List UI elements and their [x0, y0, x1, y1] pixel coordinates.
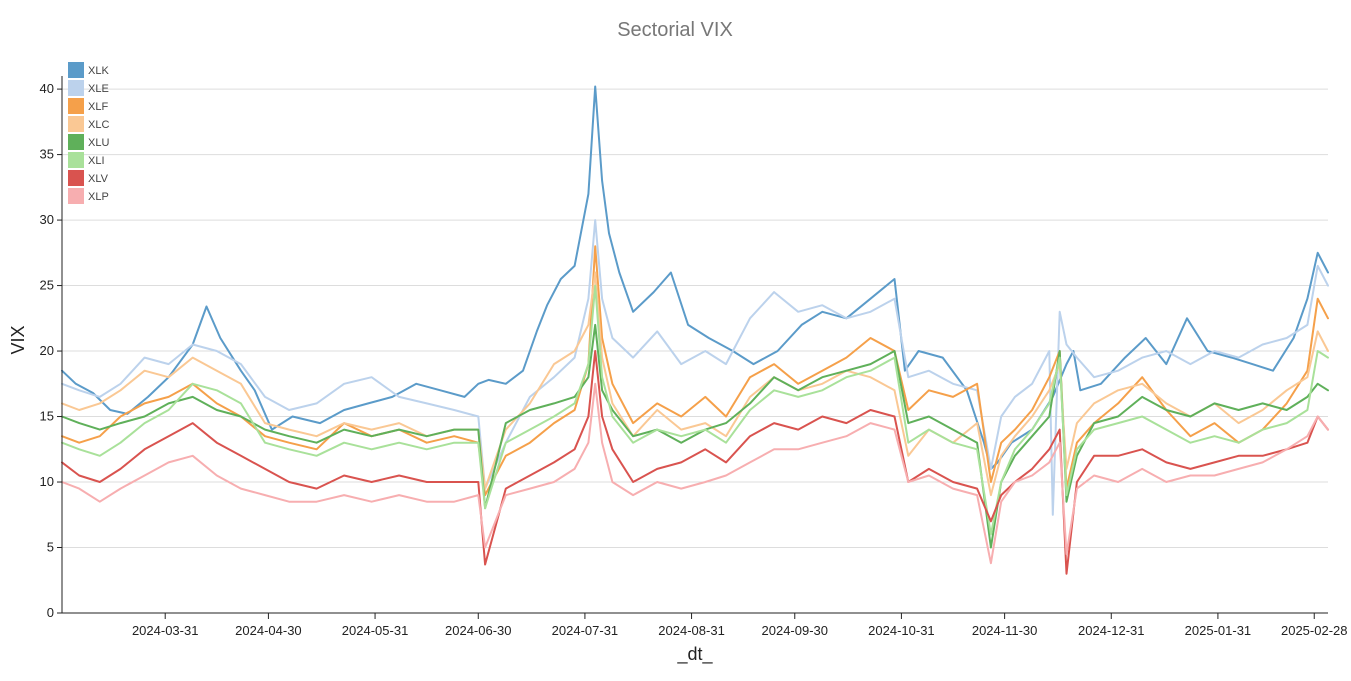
axes: [61, 76, 1328, 614]
legend-label-xle: XLE: [88, 83, 109, 95]
series-line-xlu: [61, 323, 1329, 549]
y-tick-label: 30: [40, 212, 54, 227]
legend-label-xlk: XLK: [88, 65, 109, 77]
y-tick-label: 10: [40, 474, 54, 489]
legend-swatch-xli: [68, 152, 84, 168]
y-tick-label: 35: [40, 147, 54, 162]
x-tick-label: 2024-04-30: [235, 623, 302, 638]
legend-swatch-xlv: [68, 170, 84, 186]
series-line-xlv: [61, 350, 1329, 575]
x-tick-label: 2024-03-31: [132, 623, 199, 638]
x-tick-label: 2025-02-28: [1281, 623, 1348, 638]
legend-swatch-xle: [68, 80, 84, 96]
series-lines: [61, 85, 1329, 575]
legend-label-xlc: XLC: [88, 119, 109, 131]
y-tick-label: 40: [40, 81, 54, 96]
legend-label-xli: XLI: [88, 155, 105, 167]
legend-swatch-xlp: [68, 188, 84, 204]
x-tick-label: 2024-07-31: [552, 623, 619, 638]
y-tick-label: 15: [40, 409, 54, 424]
legend-swatch-xlu: [68, 134, 84, 150]
gridlines: [62, 88, 1328, 549]
y-tick-label: 20: [40, 343, 54, 358]
series-line-xle: [61, 219, 1329, 516]
legend-label-xlu: XLU: [88, 137, 109, 149]
y-tick-label: 25: [40, 278, 54, 293]
x-tick-label: 2024-06-30: [445, 623, 512, 638]
series-line-xlp: [61, 382, 1329, 565]
x-tick-label: 2024-08-31: [658, 623, 725, 638]
legend-swatch-xlf: [68, 98, 84, 114]
y-tick-label: 5: [47, 540, 54, 555]
series-line-xlk: [61, 85, 1329, 470]
x-axis-ticks: 2024-03-31 2024-04-30 2024-05-31 2024-06-30…: [132, 613, 1348, 638]
x-tick-label: 2024-05-31: [342, 623, 409, 638]
x-tick-label: 2024-12-31: [1078, 623, 1145, 638]
y-tick-label: 0: [47, 605, 54, 620]
x-tick-label: 2025-01-31: [1185, 623, 1252, 638]
legend: XLK XLE XLF XLC XLU XLI XLV XLP: [68, 62, 109, 204]
x-tick-label: 2024-09-30: [762, 623, 829, 638]
x-tick-label: 2024-10-31: [868, 623, 935, 638]
legend-label-xlf: XLF: [88, 101, 108, 113]
series-line-xlf: [61, 245, 1329, 497]
x-tick-label: 2024-11-30: [972, 623, 1038, 638]
legend-swatch-xlc: [68, 116, 84, 132]
legend-swatch-xlk: [68, 62, 84, 78]
chart-title: Sectorial VIX: [617, 19, 733, 41]
y-axis-ticks: 0 5 10 15 20 25 30 35 40: [40, 81, 62, 620]
legend-label-xlp: XLP: [88, 191, 109, 203]
series-line-xli: [61, 284, 1329, 536]
x-axis-title: _dt_: [676, 644, 713, 665]
series-line-xlc: [61, 271, 1329, 497]
y-axis-title: VIX: [8, 325, 28, 354]
legend-label-xlv: XLV: [88, 173, 109, 185]
